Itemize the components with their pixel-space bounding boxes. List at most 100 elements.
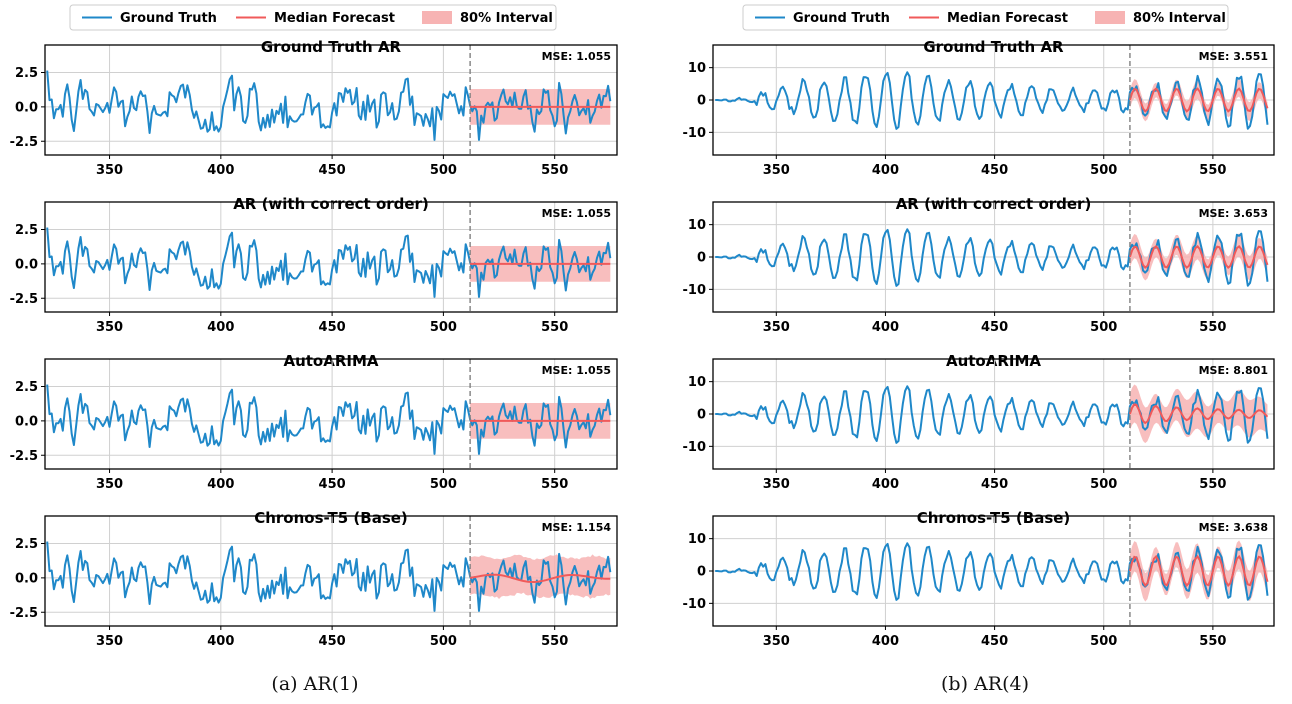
- y-tick-label: 10: [688, 375, 706, 390]
- legend-interval-label: 80% Interval: [1133, 11, 1226, 26]
- ground-truth-line: [46, 384, 612, 455]
- plot-area: [46, 70, 612, 141]
- mse-label: MSE: 1.055: [542, 207, 611, 220]
- ground-truth-line: [715, 71, 1269, 130]
- x-tick-label: 500: [1090, 320, 1117, 335]
- x-tick-label: 350: [763, 320, 790, 335]
- axes-frame: [712, 44, 1275, 156]
- plot-area: [715, 384, 1269, 444]
- interval-band: [1129, 233, 1268, 281]
- x-tick-label: 500: [430, 320, 457, 335]
- x-tick-label: 350: [763, 477, 790, 492]
- mse-label: MSE: 1.055: [542, 50, 611, 63]
- caption-right: (b) AR(4): [941, 673, 1029, 695]
- x-tick-label: 500: [1090, 477, 1117, 492]
- y-tick-label: 0.0: [15, 414, 38, 429]
- x-tick-label: 550: [1199, 163, 1226, 178]
- y-tick-label: 2.5: [15, 380, 38, 395]
- legend-ground-truth-label: Ground Truth: [120, 11, 217, 26]
- x-tick-label: 400: [872, 163, 899, 178]
- legend-median-label: Median Forecast: [274, 11, 395, 26]
- x-tick-label: 500: [430, 163, 457, 178]
- plot-area: [715, 71, 1269, 130]
- panel-title: AutoARIMA: [946, 352, 1041, 370]
- x-tick-label: 400: [872, 320, 899, 335]
- x-tick-label: 400: [207, 477, 234, 492]
- median-forecast-line: [469, 573, 611, 583]
- y-tick-label: 2.5: [15, 66, 38, 81]
- x-tick-label: 450: [981, 163, 1008, 178]
- ground-truth-line: [715, 228, 1269, 287]
- panel-ar4-4: Chronos-T5 (Base) 350 400 450 500 550 -10 0 10 MS…: [683, 509, 1275, 649]
- y-tick-label: -2.5: [10, 449, 38, 464]
- x-tick-label: 450: [981, 320, 1008, 335]
- x-tick-label: 400: [872, 634, 899, 649]
- panel-ar4-2: AR (with correct order) 350 400 450 500 550 -1…: [683, 195, 1275, 335]
- x-tick-label: 550: [1199, 477, 1226, 492]
- median-forecast-line: [1128, 245, 1269, 270]
- mse-label: MSE: 3.638: [1199, 521, 1268, 534]
- y-tick-label: 2.5: [15, 537, 38, 552]
- y-tick-label: -10: [683, 126, 707, 141]
- x-tick-label: 350: [96, 634, 123, 649]
- y-tick-label: -2.5: [10, 135, 38, 150]
- y-tick-label: 0: [697, 408, 706, 423]
- axes-frame: [44, 201, 618, 313]
- y-tick-label: 10: [688, 532, 706, 547]
- panel-ar4-1: Ground Truth AR 350 400 450 500 550 -10 0 10 MSE:…: [683, 38, 1275, 178]
- y-tick-label: -10: [683, 597, 707, 612]
- y-tick-label: 10: [688, 61, 706, 76]
- legend-interval-label: 80% Interval: [460, 11, 553, 26]
- legend-left: Ground Truth Median Forecast 80% Interval: [69, 4, 557, 31]
- ground-truth-line: [46, 227, 612, 298]
- panel-title: Chronos-T5 (Base): [917, 509, 1071, 527]
- x-tick-label: 500: [1090, 634, 1117, 649]
- median-forecast-line: [1128, 554, 1269, 588]
- x-tick-label: 550: [541, 477, 568, 492]
- panel-title: AutoARIMA: [283, 352, 378, 370]
- y-tick-label: 2.5: [15, 223, 38, 238]
- x-tick-label: 400: [207, 163, 234, 178]
- y-tick-label: -10: [683, 440, 707, 455]
- y-tick-label: 0: [697, 94, 706, 109]
- x-tick-label: 550: [541, 320, 568, 335]
- axes-frame: [712, 515, 1275, 627]
- ground-truth-line: [715, 385, 1269, 444]
- panel-title: AR (with correct order): [233, 195, 429, 213]
- x-tick-label: 400: [207, 634, 234, 649]
- mse-label: MSE: 1.154: [542, 521, 612, 534]
- panel-ar4-3: AutoARIMA 350 400 450 500 550 -10 0 10 MSE: 8.801: [683, 352, 1275, 492]
- x-tick-label: 450: [981, 634, 1008, 649]
- panel-ar1-1: Ground Truth AR 350 400 450 500 550 -2.5 0.0 2.5…: [10, 38, 618, 178]
- y-tick-label: 10: [688, 218, 706, 233]
- ground-truth-line: [46, 70, 612, 141]
- axes-frame: [712, 201, 1275, 313]
- y-tick-label: -2.5: [10, 606, 38, 621]
- mse-label: MSE: 8.801: [1199, 364, 1268, 377]
- y-tick-label: 0: [697, 251, 706, 266]
- x-tick-label: 550: [541, 163, 568, 178]
- plot-area: [715, 540, 1269, 602]
- x-tick-label: 350: [96, 477, 123, 492]
- legend-right: Ground Truth Median Forecast 80% Interval: [742, 4, 1229, 31]
- x-tick-label: 550: [541, 634, 568, 649]
- axes-frame: [44, 358, 618, 470]
- ground-truth-line: [46, 541, 612, 612]
- y-tick-label: 0.0: [15, 571, 38, 586]
- x-tick-label: 500: [430, 634, 457, 649]
- x-tick-label: 450: [319, 163, 346, 178]
- x-tick-label: 450: [981, 477, 1008, 492]
- plot-area: [46, 384, 612, 455]
- panel-ar1-3: AutoARIMA 350 400 450 500 550 -2.5 0.0 2.5 MSE: 1…: [10, 352, 618, 492]
- panel-title: Ground Truth AR: [261, 38, 402, 56]
- x-tick-label: 550: [1199, 634, 1226, 649]
- x-tick-label: 350: [763, 634, 790, 649]
- x-tick-label: 450: [319, 320, 346, 335]
- panel-title: AR (with correct order): [896, 195, 1092, 213]
- x-tick-label: 500: [1090, 163, 1117, 178]
- y-tick-label: 0.0: [15, 257, 38, 272]
- y-tick-label: 0: [697, 565, 706, 580]
- legend-interval-swatch: [422, 11, 452, 24]
- mse-label: MSE: 3.551: [1199, 50, 1268, 63]
